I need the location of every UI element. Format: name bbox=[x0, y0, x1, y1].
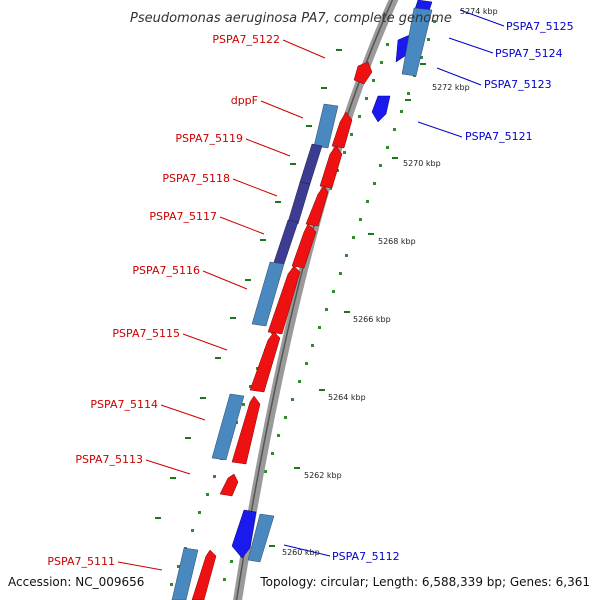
tick-label: 5268 kbp bbox=[378, 237, 416, 246]
forward-cds-track bbox=[191, 61, 373, 600]
gene-label-forward[interactable]: PSPA7_5111 bbox=[47, 555, 115, 568]
tick-label: 5270 kbp bbox=[403, 159, 441, 168]
map-title: Pseudomonas aeruginosa PA7, complete gen… bbox=[130, 11, 452, 26]
gene-label-forward[interactable]: PSPA7_5116 bbox=[132, 264, 200, 277]
forward-gene-labels: PSPA7_5122 dppF PSPA7_5119 PSPA7_5118 PS… bbox=[47, 33, 280, 568]
blast-hit-track-inner bbox=[171, 103, 339, 600]
gene-label-reverse[interactable]: PSPA7_5123 bbox=[484, 78, 552, 91]
tick-label: 5262 kbp bbox=[304, 471, 342, 480]
gene-label-forward[interactable]: PSPA7_5117 bbox=[149, 210, 217, 223]
topology-text: Topology: circular; Length: 6,588,339 bp… bbox=[259, 575, 590, 589]
reverse-leader-lines bbox=[283, 9, 505, 557]
forward-leader-lines bbox=[117, 39, 326, 571]
gene-label-reverse[interactable]: PSPA7_5124 bbox=[495, 47, 563, 60]
gene-label-reverse[interactable]: PSPA7_5121 bbox=[465, 130, 533, 143]
gene-label-forward[interactable]: PSPA7_5122 bbox=[212, 33, 280, 46]
tick-label: 5272 kbp bbox=[432, 83, 470, 92]
tick-label: 5274 kbp bbox=[460, 7, 498, 16]
gene-label-forward[interactable]: PSPA7_5119 bbox=[175, 132, 243, 145]
gene-label-forward[interactable]: dppF bbox=[231, 94, 258, 107]
kbp-tick-labels: 5274 kbp 5272 kbp 5270 kbp 5268 kbp 5266… bbox=[282, 7, 498, 557]
tick-marks bbox=[155, 49, 426, 547]
tick-label: 5264 kbp bbox=[328, 393, 366, 402]
reverse-gene-labels: PSPA7_5125 PSPA7_5124 PSPA7_5123 PSPA7_5… bbox=[332, 20, 574, 563]
gene-label-reverse[interactable]: PSPA7_5112 bbox=[332, 550, 400, 563]
blast-hit-track-outer bbox=[247, 7, 433, 563]
tick-label: 5260 kbp bbox=[282, 548, 320, 557]
gene-label-forward[interactable]: PSPA7_5115 bbox=[112, 327, 180, 340]
gene-label-forward[interactable]: PSPA7_5113 bbox=[75, 453, 143, 466]
gene-label-forward[interactable]: PSPA7_5114 bbox=[90, 398, 158, 411]
gene-label-forward[interactable]: PSPA7_5118 bbox=[162, 172, 230, 185]
tick-label: 5266 kbp bbox=[353, 315, 391, 324]
accession-text: Accession: NC_009656 bbox=[8, 575, 144, 589]
gene-label-reverse[interactable]: PSPA7_5125 bbox=[506, 20, 574, 33]
